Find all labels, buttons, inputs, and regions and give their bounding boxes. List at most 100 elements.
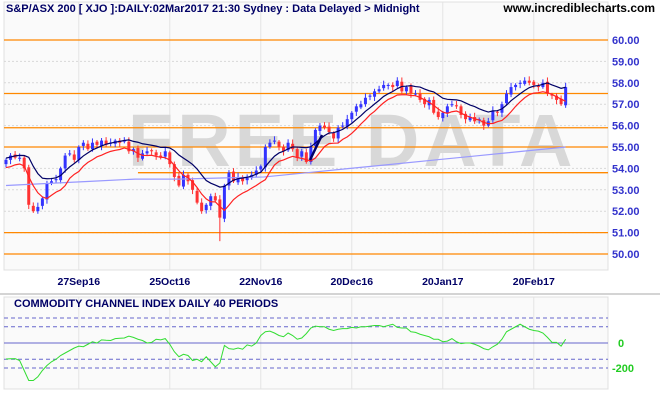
- candle-body: [354, 106, 358, 112]
- candle-body: [272, 140, 276, 142]
- price-tick-label: 50.00: [612, 249, 640, 261]
- price-tick-label: 54.00: [612, 163, 640, 175]
- candle-body: [536, 86, 540, 88]
- candle-body: [40, 198, 44, 206]
- candle-body: [254, 170, 258, 175]
- candle-body: [263, 147, 267, 168]
- date-axis: 27Sep16 25Oct16 22Nov16 20Dec16 20Jan17 20Feb…: [57, 276, 554, 288]
- candle-body: [341, 125, 345, 127]
- candle-body: [313, 129, 317, 146]
- candle-body: [50, 181, 53, 184]
- candle-body: [373, 91, 377, 97]
- candle-body: [72, 154, 76, 160]
- candle-body: [191, 180, 195, 190]
- candle-body: [172, 164, 176, 177]
- cci-line: [5, 323, 567, 381]
- candle-body: [295, 149, 299, 158]
- price-axis: 50.00 51.00 52.00 53.00 54.00 55.00 56.00 57.00…: [612, 35, 640, 261]
- candle-body: [277, 141, 281, 147]
- candle-body: [359, 104, 363, 108]
- candle-body: [241, 176, 245, 182]
- candle-body: [18, 157, 22, 159]
- candle-body: [154, 152, 158, 156]
- candle-body: [545, 81, 549, 94]
- candle-body: [436, 111, 440, 118]
- candle-body: [518, 82, 522, 84]
- candle-body: [300, 151, 304, 157]
- candle-body: [22, 157, 26, 169]
- price-tick-label: 55.00: [612, 142, 640, 154]
- candle-body: [282, 147, 286, 152]
- candle-body: [505, 93, 508, 104]
- candle-body: [414, 93, 417, 95]
- slow-trend-line: [5, 82, 566, 188]
- price-tick-label: 60.00: [612, 35, 640, 47]
- candle-body: [232, 171, 235, 182]
- candle-body: [100, 140, 104, 146]
- candle-body: [309, 147, 313, 162]
- candle-body: [459, 106, 463, 115]
- candle-body: [304, 152, 308, 162]
- candle-body: [27, 167, 31, 205]
- candle-body: [145, 151, 149, 154]
- candle-body: [218, 199, 222, 218]
- candle-body: [363, 97, 367, 105]
- candle-body: [163, 151, 167, 157]
- candle-body: [104, 140, 108, 145]
- candle-body: [168, 152, 172, 165]
- date-tick-label: 25Oct16: [149, 276, 190, 288]
- long-moving-average-line: [5, 146, 566, 187]
- candle-body: [150, 150, 154, 152]
- cci-title: COMMODITY CHANNEL INDEX DAILY 40 PERIODS: [14, 298, 278, 310]
- candle-body: [95, 141, 99, 145]
- candle-body: [555, 95, 559, 100]
- site-link[interactable]: www.incrediblecharts.com: [502, 1, 655, 15]
- candle-body: [532, 81, 536, 85]
- candle-body: [336, 127, 340, 139]
- candle-body: [409, 86, 413, 94]
- candle-body: [77, 147, 81, 160]
- chart-title: S&P/ASX 200 [ XJO ]:DAILY:02Mar2017 21:3…: [6, 3, 420, 15]
- candle-body: [286, 142, 290, 151]
- candle-body: [445, 106, 449, 113]
- candle-body: [454, 105, 458, 107]
- candle-body: [204, 204, 208, 211]
- candle-body: [377, 89, 381, 92]
- candle-body: [54, 179, 58, 181]
- candle-body: [59, 168, 63, 181]
- candle-body: [236, 176, 240, 183]
- price-tick-label: 56.00: [612, 121, 640, 133]
- price-tick-label: 53.00: [612, 185, 640, 197]
- candle-body: [268, 142, 272, 147]
- candle-body: [564, 87, 568, 106]
- candle-body: [418, 93, 422, 100]
- candle-body: [177, 175, 181, 186]
- candle-body: [386, 84, 390, 87]
- candle-body: [4, 159, 8, 165]
- indicator-lines: [5, 82, 566, 212]
- candle-body: [514, 84, 518, 88]
- candle-body: [391, 84, 395, 88]
- candle-body: [86, 143, 90, 150]
- candle-body: [432, 99, 436, 113]
- candle-body: [404, 87, 408, 92]
- cci-tick-label: -200: [612, 363, 634, 375]
- cci-indicator: 0 -200: [4, 317, 634, 381]
- candle-body: [527, 80, 531, 83]
- candle-body: [491, 110, 495, 121]
- candle-body: [200, 202, 204, 212]
- candle-body: [464, 113, 468, 120]
- candle-body: [45, 183, 49, 200]
- candle-body: [550, 94, 554, 96]
- candle-body: [63, 155, 67, 169]
- candle-body: [345, 119, 349, 127]
- candle-body: [350, 112, 354, 120]
- candle-body: [559, 98, 563, 105]
- cci-tick-label: 0: [618, 338, 624, 350]
- candle-body: [450, 104, 454, 106]
- candle-body: [368, 95, 372, 97]
- candle-body: [468, 117, 472, 121]
- price-tick-label: 59.00: [612, 56, 640, 68]
- candle-body: [195, 190, 199, 203]
- candle-body: [323, 125, 326, 128]
